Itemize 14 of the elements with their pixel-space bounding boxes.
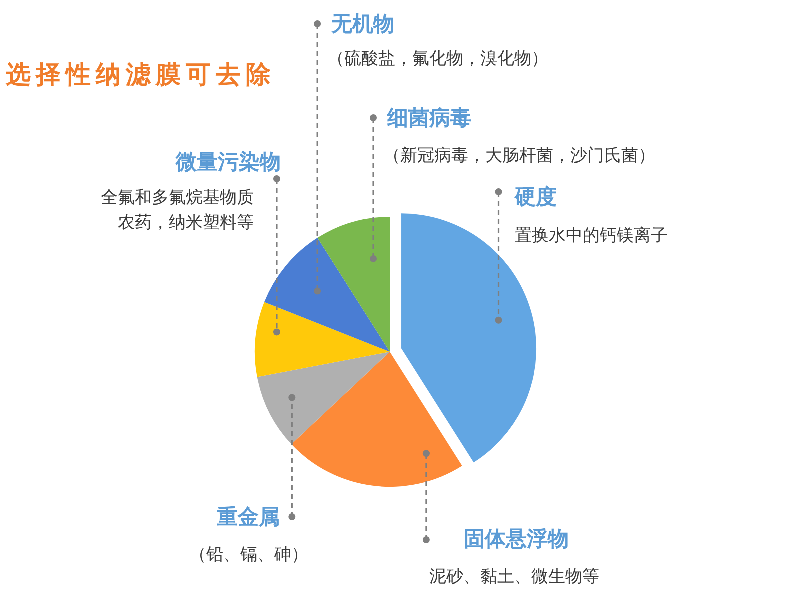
text: （硫酸盐，氟化物，溴化物） [328,49,549,68]
text: 选择性纳滤膜可去除 [5,61,276,89]
text: 泥砂、黏土、微生物等 [429,567,600,586]
slice-label: 微量污染物 [174,150,281,174]
slice-label: 固体悬浮物 [464,528,569,551]
slice-label: 重金属 [216,506,280,529]
text: （铅、镉、砷） [190,545,309,564]
slice-label: 硬度 [514,185,557,209]
text: 农药，纳米塑料等 [118,213,254,232]
slice-label: 无机物 [330,13,395,36]
slice-label: 细菌病毒 [386,106,472,130]
text: 置换水中的钙镁离子 [514,226,668,245]
text: （新冠病毒，大肠杆菌，沙门氏菌） [384,146,656,165]
text: 全氟和多氟烷基物质 [100,188,254,207]
